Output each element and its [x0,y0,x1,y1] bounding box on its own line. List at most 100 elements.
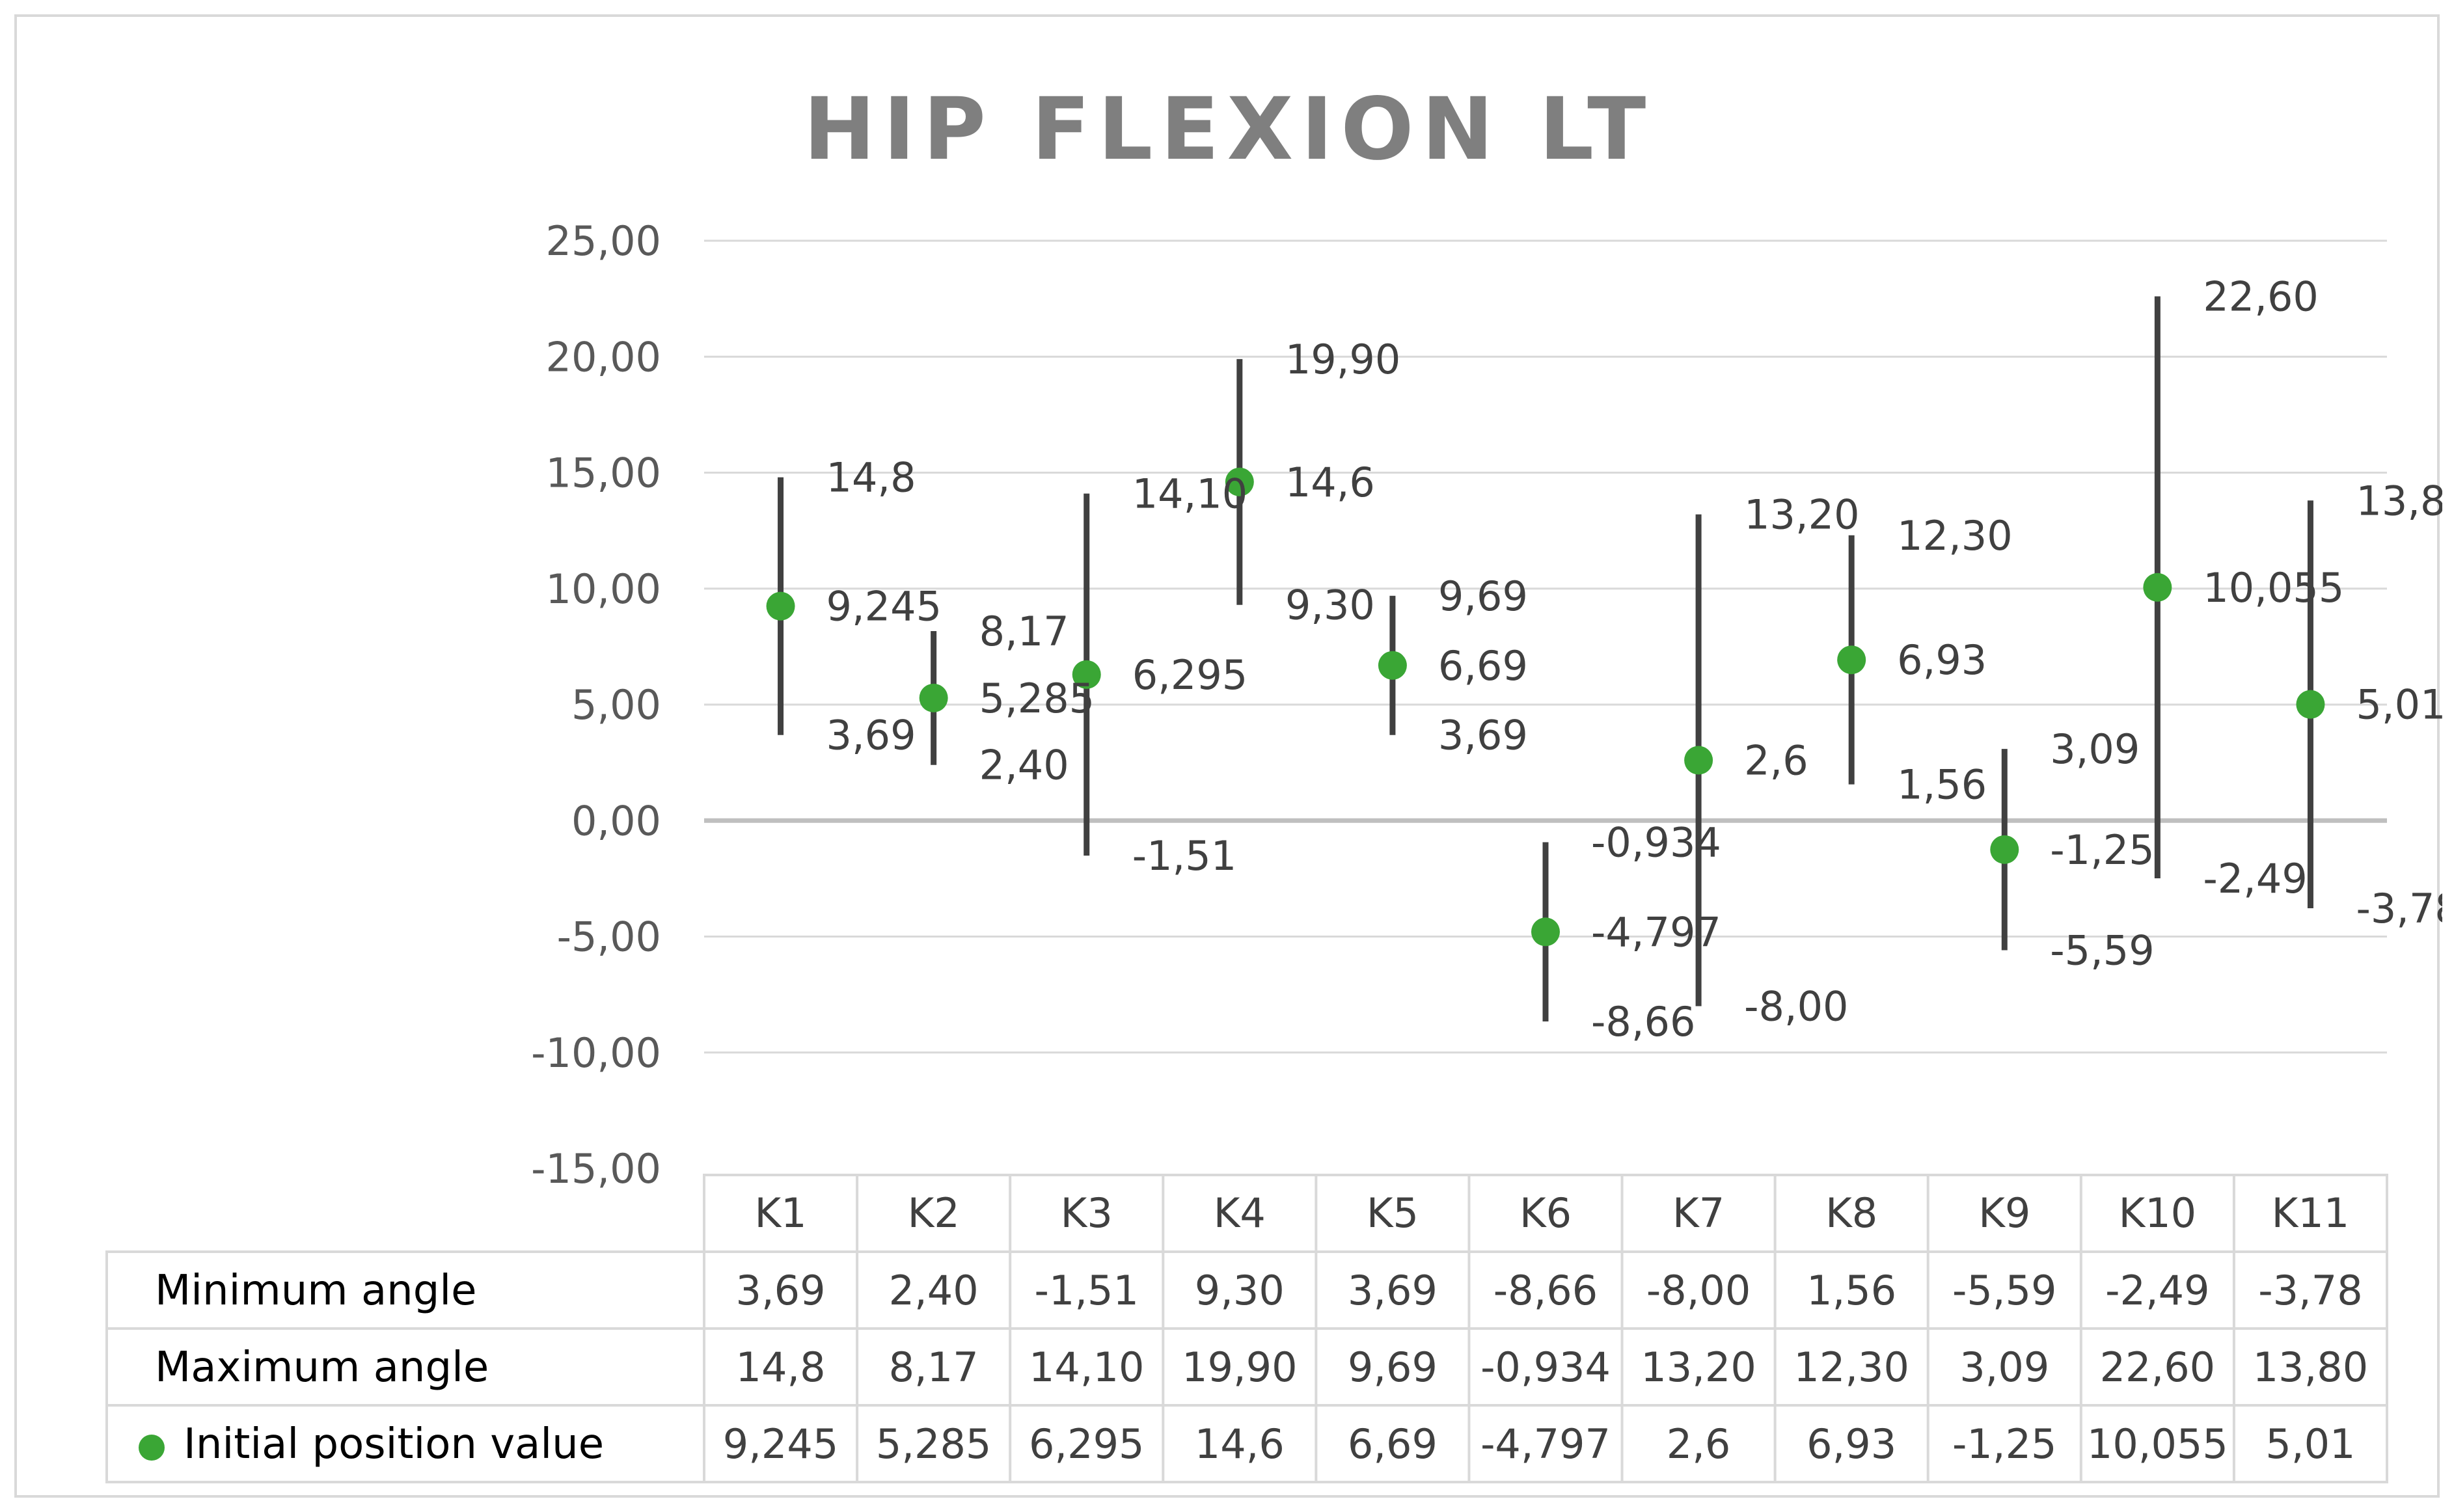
table-cell: 6,93 [1806,1420,1896,1468]
table-cell: 3,69 [1348,1267,1438,1314]
initial-position-point [1837,645,1866,675]
data-table: K1 K2 K3 K4 K5 K6 K7 K8 K9 K10 K11 Minimum angle 3,6… [105,1174,2388,1483]
table-cell: -8,00 [1646,1267,1751,1314]
table-cell: 5,01 [2265,1420,2355,1468]
min-label: 2,40 [979,742,1069,789]
x-category-label: K6 [1520,1189,1572,1237]
table-cell: 3,69 [736,1267,826,1314]
max-label: 12,30 [1897,512,2013,560]
y-tick-label: 15,00 [546,450,662,497]
initial-label: -4,797 [1591,908,1721,956]
initial-position-point [1531,917,1560,947]
initial-label: 2,6 [1744,737,1808,785]
max-label: -0,934 [1591,819,1721,867]
table-cell: 19,90 [1182,1343,1298,1391]
x-category-label: K4 [1214,1189,1266,1237]
min-label: -8,66 [1591,998,1695,1046]
table-cell: 10,055 [2087,1420,2228,1468]
table-cell: 14,6 [1195,1420,1285,1468]
max-label: 14,10 [1132,470,1248,518]
table-row-header: Maximum angle [155,1343,489,1392]
chart-title: HIP FLEXION LT [804,79,1654,180]
initial-position-point [2143,573,2172,602]
initial-position-point [1225,467,1254,496]
initial-label: 6,69 [1438,642,1528,690]
table-cell: 2,6 [1667,1420,1731,1468]
table-cell: 14,10 [1029,1343,1145,1391]
max-label: 13,80 [2356,477,2442,524]
x-category-label: K10 [2119,1189,2197,1237]
table-cell: 9,69 [1348,1343,1438,1391]
data-labels: 3,69 14,8 9,245 2,40 8,17 5,285 -1,51 14,10 6,29… [826,273,2442,1046]
table-cell: -5,59 [1952,1267,2056,1314]
x-category-label: K2 [908,1189,960,1237]
x-category-label: K11 [2272,1189,2350,1237]
table-cell: 8,17 [889,1343,979,1391]
initial-position-point [1684,746,1713,775]
max-label: 13,20 [1744,491,1860,539]
initial-label: 5,285 [979,675,1095,722]
x-category-label: K1 [754,1189,806,1237]
table-cell: 3,09 [1959,1343,2049,1391]
y-tick-label: -10,00 [531,1029,661,1077]
table-cell: -4,797 [1480,1420,1611,1468]
table-cell: 22,60 [2100,1343,2216,1391]
min-label: -5,59 [2050,927,2154,975]
table-cell: -0,934 [1480,1343,1611,1391]
table-cell: 2,40 [889,1267,979,1314]
grid-layer [704,239,2387,1054]
initial-label: 9,245 [826,583,942,630]
min-label: 9,30 [1285,582,1375,629]
table-cell: -2,49 [2105,1267,2209,1314]
initial-position-markers [766,467,2325,947]
initial-label: 14,6 [1285,459,1375,506]
table-cell: -8,66 [1493,1267,1598,1314]
max-label: 19,90 [1285,336,1401,383]
table-cell: -3,78 [2258,1267,2362,1314]
max-label: 9,69 [1438,573,1528,620]
table-row-header: Minimum angle [155,1267,477,1315]
initial-label: 6,93 [1897,636,1987,684]
y-tick-label: 25,00 [546,217,662,265]
initial-label: 10,055 [2203,564,2344,612]
max-label: 22,60 [2203,273,2319,321]
initial-label: 6,295 [1132,651,1248,699]
x-category-label: K3 [1061,1189,1113,1237]
table-cell: -1,25 [1952,1420,2056,1468]
y-tick-label: 20,00 [546,333,662,381]
table-cell: 1,56 [1806,1267,1896,1314]
x-category-label: K5 [1367,1189,1419,1237]
min-label: -3,78 [2356,885,2442,932]
min-label: 3,69 [1438,712,1528,759]
initial-label: 5,01 [2356,681,2442,729]
max-label: 8,17 [979,608,1069,655]
y-tick-label: -15,00 [531,1145,661,1193]
legend-marker [139,1435,165,1461]
table-cell: -1,51 [1035,1267,1139,1314]
y-tick-label: -5,00 [557,913,661,961]
error-bars [778,296,2313,1021]
min-label: -2,49 [2203,855,2307,902]
x-category-label: K9 [1978,1189,2030,1237]
table-cell: 9,30 [1195,1267,1285,1314]
table-cell: 13,20 [1641,1343,1756,1391]
table-cell: 6,295 [1029,1420,1145,1468]
table-row-header: Initial position value [184,1420,604,1468]
y-axis-tick-labels: 25,00 20,00 15,00 10,00 5,00 0,00 -5,00 -10,00 -… [531,217,661,1193]
y-tick-label: 0,00 [571,797,661,844]
min-label: -1,51 [1132,832,1236,880]
max-label: 14,8 [826,454,916,502]
x-category-label: K7 [1672,1189,1725,1237]
y-tick-label: 5,00 [571,681,661,729]
table-cell: 9,245 [723,1420,839,1468]
table-cell: 13,80 [2253,1343,2369,1391]
min-label: 3,69 [826,712,916,759]
table-cell: 5,285 [876,1420,992,1468]
table-cell: 12,30 [1793,1343,1909,1391]
chart-frame: HIP FLEXION LT 25,00 20,00 15,00 10,00 5,00 0… [14,14,2442,1498]
initial-position-point [766,591,795,621]
max-label: 3,09 [2050,725,2140,773]
y-tick-label: 10,00 [546,565,662,613]
initial-position-point [919,683,948,712]
initial-position-point [1378,651,1407,680]
